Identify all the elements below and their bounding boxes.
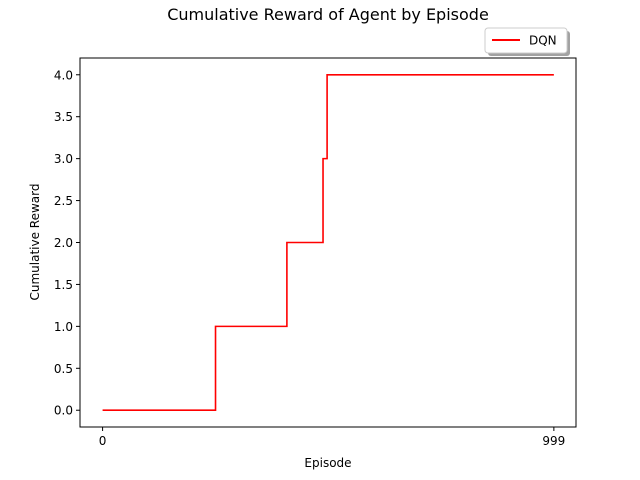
x-tick-label: 0: [99, 434, 107, 448]
legend-box: [484, 27, 568, 54]
y-tick-label: 1.0: [54, 320, 73, 334]
y-tick-label: 0.5: [54, 362, 73, 376]
y-tick-label: 2.0: [54, 236, 73, 250]
series-line-dqn: [102, 73, 554, 412]
x-axis-label: Episode: [304, 456, 351, 470]
series-layer: [102, 73, 554, 412]
y-tick-label: 0.0: [54, 404, 73, 418]
y-axis: 0.0 0.5 1.0 1.5 2.0 2.5 3.0 3.5 4.0: [54, 68, 80, 418]
x-tick-label: 999: [542, 434, 565, 448]
y-tick-label: 1.5: [54, 278, 73, 292]
y-axis-label: Cumulative Reward: [28, 184, 42, 301]
y-tick-label: 3.5: [54, 110, 73, 124]
legend-label-dqn: DQN: [529, 34, 557, 48]
y-tick-label: 2.5: [54, 194, 73, 208]
y-tick-label: 4.0: [54, 68, 73, 82]
y-tick-label: 3.0: [54, 152, 73, 166]
x-axis: 0 999: [99, 427, 565, 448]
legend[interactable]: DQN: [484, 27, 570, 56]
plot-area-frame: [79, 57, 577, 428]
chart-title: Cumulative Reward of Agent by Episode: [167, 5, 489, 24]
